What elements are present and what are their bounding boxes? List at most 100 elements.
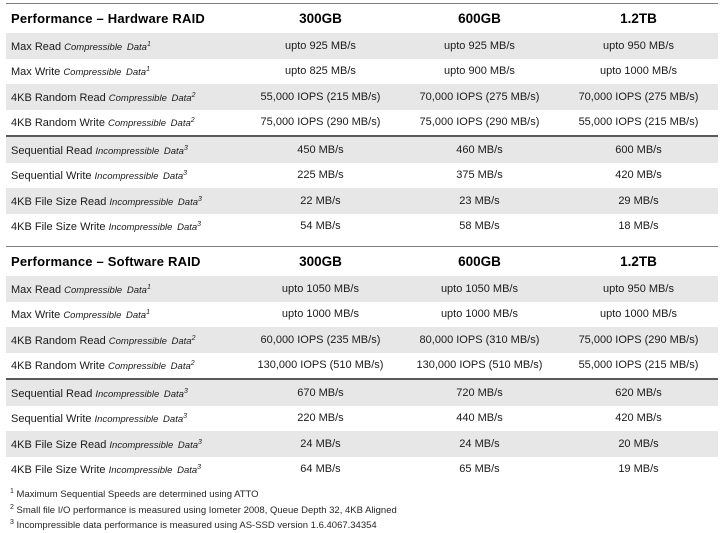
footnote-ref: 3 xyxy=(183,413,188,421)
metric-qualifier: Incompressible Data3 xyxy=(109,438,202,451)
table-row-sequential-write: Sequential Write Incompressible Data3 225… xyxy=(6,163,718,189)
metric-qualifier: Compressible Data1 xyxy=(63,66,151,79)
metric-qualifier: Compressible Data2 xyxy=(107,117,195,130)
metric-qualifier: Incompressible Data3 xyxy=(94,413,188,426)
metric-qualifier: Compressible Data2 xyxy=(108,334,196,347)
value-1-2tb: 19 MB/s xyxy=(618,463,659,476)
value-300gb: 22 MB/s xyxy=(300,194,341,207)
metric-label: Max Read Compressible Data1 xyxy=(6,280,241,298)
value-300gb: 670 MB/s xyxy=(297,386,344,399)
footnote-ref: 3 xyxy=(197,221,202,229)
metric-qualifier: Compressible Data2 xyxy=(107,360,195,373)
metric-name: 4KB File Size Write xyxy=(11,221,106,234)
value-1-2tb: 55,000 IOPS (215 MB/s) xyxy=(578,116,699,129)
value-300gb: 55,000 IOPS (215 MB/s) xyxy=(260,90,381,103)
value-600gb: 75,000 IOPS (290 MB/s) xyxy=(419,116,540,129)
value-600gb: 130,000 IOPS (510 MB/s) xyxy=(416,359,543,372)
value-600gb: 440 MB/s xyxy=(456,412,503,425)
metric-label: 4KB File Size Write Incompressible Data3 xyxy=(6,460,241,478)
footnote-ref: 3 xyxy=(198,438,202,446)
value-300gb: 130,000 IOPS (510 MB/s) xyxy=(257,359,384,372)
metric-label: Max Write Compressible Data1 xyxy=(6,305,241,323)
metric-qualifier: Compressible Data1 xyxy=(64,283,151,296)
value-1-2tb: 70,000 IOPS (275 MB/s) xyxy=(578,90,699,103)
value-300gb: 24 MB/s xyxy=(300,437,341,450)
column-header-300gb: 300GB xyxy=(299,254,342,269)
footnote-ref: 2 xyxy=(190,117,195,125)
footnote-mark: 1 xyxy=(10,488,14,495)
metric-label: 4KB Random Read Compressible Data2 xyxy=(6,331,241,349)
value-600gb: upto 900 MB/s xyxy=(444,65,515,78)
footnote-ref: 1 xyxy=(146,40,151,48)
metric-qualifier: Incompressible Data3 xyxy=(95,387,188,400)
value-300gb: upto 925 MB/s xyxy=(284,39,356,52)
table-title-software-raid: Performance – Software RAID xyxy=(11,254,201,269)
value-600gb: 70,000 IOPS (275 MB/s) xyxy=(419,90,540,103)
value-600gb: 58 MB/s xyxy=(459,220,500,233)
metric-label: 4KB File Size Read Incompressible Data3 xyxy=(6,435,241,453)
value-600gb: upto 1000 MB/s xyxy=(440,308,518,321)
metric-label: Max Read Compressible Data1 xyxy=(6,37,241,55)
value-1-2tb: 75,000 IOPS (290 MB/s) xyxy=(578,333,699,346)
metric-label: 4KB File Size Read Incompressible Data3 xyxy=(6,192,241,210)
value-600gb: 23 MB/s xyxy=(459,194,500,207)
metric-name: Max Write xyxy=(11,309,61,322)
value-300gb: 54 MB/s xyxy=(300,220,341,233)
table-row-4kb-file-size-write: 4KB File Size Write Incompressible Data3 … xyxy=(6,214,718,240)
table-row-max-read: Max Read Compressible Data1 upto 1050 MB/… xyxy=(6,276,718,302)
metric-name: Sequential Read xyxy=(11,387,93,400)
value-1-2tb: 420 MB/s xyxy=(615,412,662,425)
value-600gb: 460 MB/s xyxy=(456,143,503,156)
table-row-4kb-file-size-write: 4KB File Size Write Incompressible Data3 … xyxy=(6,457,718,483)
value-1-2tb: 18 MB/s xyxy=(618,220,659,233)
column-header-600gb: 600GB xyxy=(458,254,501,269)
footnote-text: Small file I/O performance is measured u… xyxy=(16,504,397,516)
metric-name: Max Read xyxy=(11,283,62,296)
metric-label: Sequential Write Incompressible Data3 xyxy=(6,166,241,184)
footnote-3: 3 Incompressible data performance is mea… xyxy=(10,517,718,533)
metric-label: Max Write Compressible Data1 xyxy=(6,62,241,80)
column-header-1-2tb: 1.2TB xyxy=(620,254,657,269)
table-row-4kb-file-size-read: 4KB File Size Read Incompressible Data3 2… xyxy=(6,431,718,457)
metric-name: Sequential Write xyxy=(11,170,92,183)
footnote-ref: 3 xyxy=(183,387,188,395)
metric-label: Sequential Read Incompressible Data3 xyxy=(6,384,241,402)
metric-name: 4KB File Size Read xyxy=(11,195,107,208)
footnote-1: 1 Maximum Sequential Speeds are determin… xyxy=(10,486,718,502)
value-600gb: 375 MB/s xyxy=(456,169,503,182)
value-300gb: 450 MB/s xyxy=(297,143,344,156)
value-1-2tb: 620 MB/s xyxy=(615,386,662,399)
metric-qualifier: Compressible Data2 xyxy=(108,91,196,104)
value-1-2tb: 600 MB/s xyxy=(615,143,662,156)
metric-qualifier: Incompressible Data3 xyxy=(109,195,202,208)
metric-qualifier: Incompressible Data3 xyxy=(94,170,188,183)
sw-compressible-section: Max Read Compressible Data1 upto 1050 MB/… xyxy=(6,276,718,378)
table-row-4kb-random-read: 4KB Random Read Compressible Data2 55,000… xyxy=(6,84,718,110)
footnote-mark: 3 xyxy=(10,519,14,527)
value-1-2tb: 20 MB/s xyxy=(618,437,659,450)
table-row-sequential-read: Sequential Read Incompressible Data3 450 … xyxy=(6,137,718,163)
value-1-2tb: 420 MB/s xyxy=(615,169,662,182)
footnote-ref: 3 xyxy=(183,144,188,152)
table-row-max-write: Max Write Compressible Data1 upto 825 MB/… xyxy=(6,59,718,85)
footnote-ref: 3 xyxy=(198,195,202,203)
value-300gb: 60,000 IOPS (235 MB/s) xyxy=(260,333,381,346)
metric-label: 4KB Random Write Compressible Data2 xyxy=(6,356,241,374)
table-row-max-write: Max Write Compressible Data1 upto 1000 MB… xyxy=(6,302,718,328)
footnote-text: Maximum Sequential Speeds are determined… xyxy=(16,489,259,501)
value-600gb: 24 MB/s xyxy=(459,437,500,450)
column-header-600gb: 600GB xyxy=(458,11,501,26)
metric-name: 4KB Random Read xyxy=(11,91,106,104)
table-row-sequential-write: Sequential Write Incompressible Data3 220… xyxy=(6,406,718,432)
metric-label: 4KB Random Write Compressible Data2 xyxy=(6,113,241,131)
footnote-ref: 3 xyxy=(197,464,202,472)
footnotes: 1 Maximum Sequential Speeds are determin… xyxy=(6,486,718,533)
metric-qualifier: Incompressible Data3 xyxy=(108,221,202,234)
footnote-mark: 2 xyxy=(10,503,14,511)
value-300gb: upto 1050 MB/s xyxy=(281,282,359,295)
hw-compressible-section: Max Read Compressible Data1 upto 925 MB/s… xyxy=(6,33,718,135)
metric-name: Max Write xyxy=(11,66,61,79)
metric-label: Sequential Write Incompressible Data3 xyxy=(6,409,241,427)
metric-qualifier: Incompressible Data3 xyxy=(108,464,202,477)
